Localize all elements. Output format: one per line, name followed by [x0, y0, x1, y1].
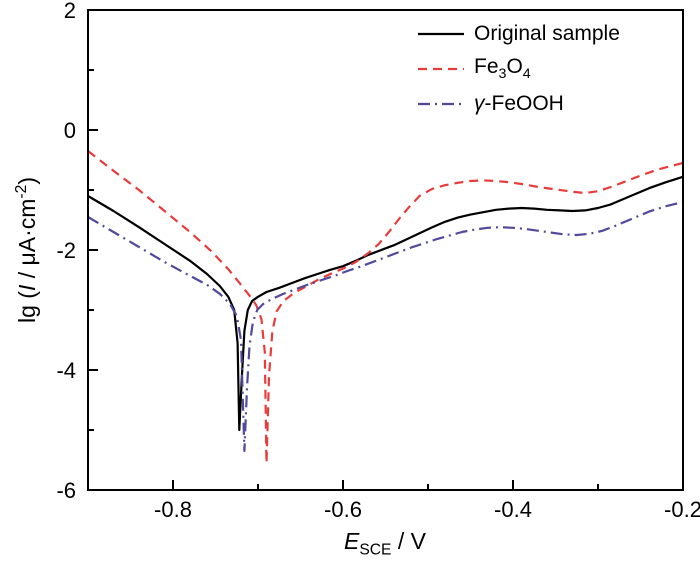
legend-item-fe3o4: Fe3O4 [416, 51, 620, 86]
plot-frame [87, 9, 684, 491]
y-label-variable: I [13, 284, 40, 292]
y-tick-label: -2 [56, 238, 76, 263]
x-tick-label: -0.6 [324, 497, 362, 522]
legend-item-gamma-feooh: γ-FeOOH [416, 86, 620, 121]
legend-line-original-sample-icon [418, 32, 464, 35]
legend-label-original-sample: Original sample [474, 21, 620, 45]
x-tick-label: -0.2 [664, 497, 700, 522]
x-label-unit: / V [391, 528, 426, 554]
legend-label-fe3o4: Fe3O4 [474, 54, 531, 83]
x-tick-label: -0.4 [494, 497, 532, 522]
legend-label-gamma-feooh: γ-FeOOH [474, 91, 564, 115]
x-tick-label: -0.8 [154, 497, 192, 522]
x-label-variable: E [344, 528, 360, 554]
x-label-subscript: SCE [359, 541, 392, 559]
y-label-prefix: lg ( [13, 291, 40, 324]
x-axis-label: ESCE / V [344, 528, 426, 560]
series-curve--feooh [87, 200, 684, 453]
series-curve-fe-o- [87, 150, 684, 465]
legend-line-gamma-feooh-icon [418, 102, 464, 105]
y-tick-label: 2 [64, 0, 76, 23]
legend: Original sample Fe3O4 γ-FeOOH [416, 16, 620, 121]
y-tick-label: 0 [64, 118, 76, 143]
y-label-exponent: -2 [13, 184, 31, 199]
series-curve-original-sample [87, 175, 684, 432]
legend-item-original-sample: Original sample [416, 16, 620, 51]
y-tick-label: -6 [56, 478, 76, 503]
y-tick-label: -4 [56, 358, 76, 383]
y-axis-label: lg (I / μA·cm-2) [13, 177, 41, 323]
y-label-unit: / μA·cm [13, 198, 40, 285]
legend-line-fe3o4-icon [418, 67, 464, 70]
y-label-suffix: ) [13, 176, 40, 185]
